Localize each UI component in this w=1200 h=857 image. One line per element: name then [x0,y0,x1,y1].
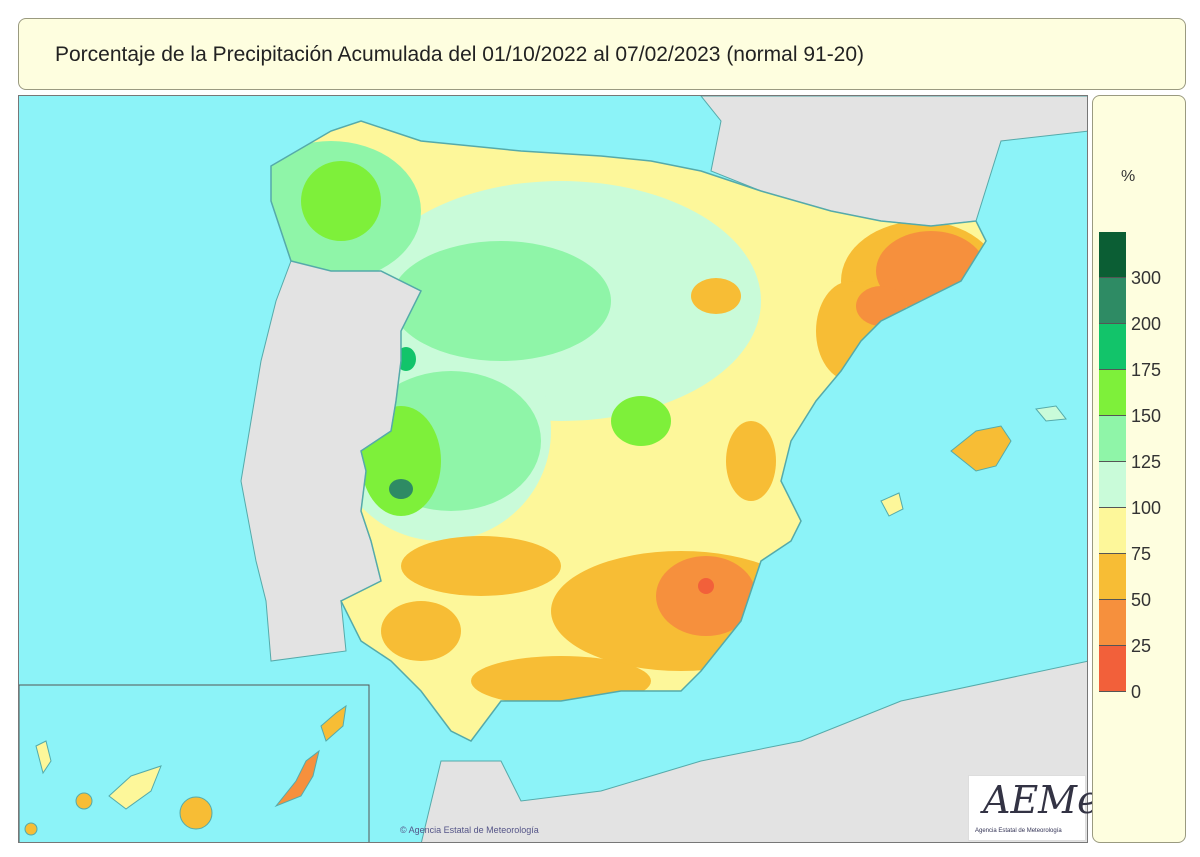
legend-swatch [1099,324,1126,370]
legend-tick-label: 300 [1131,268,1162,288]
legend-tick-label: 25 [1131,636,1152,656]
logo-subtitle: Agencia Estatal de Meteorología [975,828,1062,834]
legend-swatch [1099,462,1126,508]
mallorca [950,425,1012,472]
copyright-text: © Agencia Estatal de Meteorología [400,825,539,835]
legend-swatch [1099,416,1126,462]
legend-swatch [1099,508,1126,554]
legend-swatch [1099,646,1126,692]
la-gomera [75,792,93,810]
el-hierro [24,822,38,836]
legend-swatch [1099,278,1126,324]
legend-swatch [1099,232,1126,278]
legend-tick-label: 150 [1131,406,1162,426]
legend-tick-label: 125 [1131,452,1162,472]
precipitation-map [18,95,1088,843]
africa [420,660,1087,842]
legend-unit: % [1121,168,1136,185]
tenerife [108,765,162,810]
legend-tick-label: 100 [1131,498,1162,518]
legend-swatch [1099,370,1126,416]
legend-tick-label: 50 [1131,590,1152,610]
menorca [1035,405,1067,422]
fuerteventura [274,749,320,808]
la-palma [35,740,52,775]
map-svg [19,96,1087,842]
lanzarote [320,704,347,742]
legend-swatch [1099,600,1126,646]
legend-tick-label: 75 [1131,544,1152,564]
legend: % 300 200 175 150 125 100 75 50 25 0 [1092,95,1186,843]
aemet-logo: AEMet Agencia Estatal de Meteorología [968,775,1115,841]
ibiza [880,492,904,517]
legend-swatch [1099,554,1126,600]
gran-canaria [179,796,213,830]
legend-tick-label: 0 [1131,682,1142,702]
map-title: Porcentaje de la Precipitación Acumulada… [55,43,865,66]
legend-tick-label: 200 [1131,314,1162,334]
title-box: Porcentaje de la Precipitación Acumulada… [18,18,1186,90]
legend-tick-label: 175 [1131,360,1162,380]
